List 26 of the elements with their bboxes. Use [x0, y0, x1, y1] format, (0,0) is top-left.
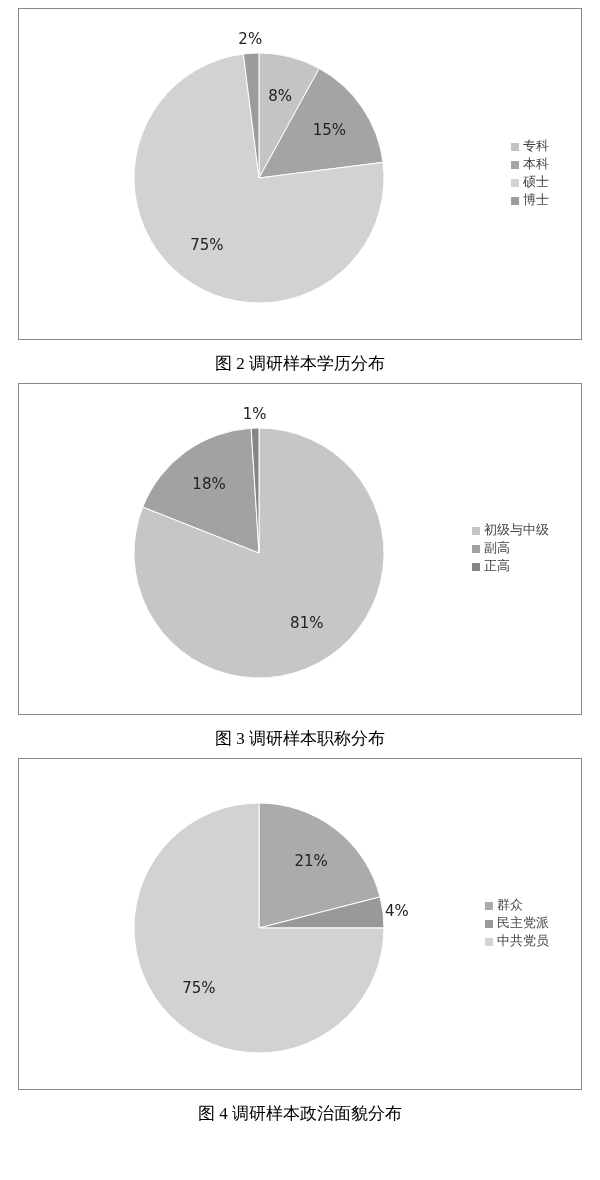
legend-label: 硕士: [523, 174, 549, 189]
legend-label: 民主党派: [497, 915, 549, 930]
legend-label: 群众: [497, 897, 523, 912]
legend-label: 副高: [484, 540, 510, 555]
legend-label: 中共党员: [497, 933, 549, 948]
data-label: 2%: [238, 30, 263, 49]
pie-slice: [133, 427, 385, 679]
data-label: 81%: [290, 614, 324, 633]
legend-label: 正高: [484, 558, 510, 573]
text: 图 2 调研样本学历分布: [214, 353, 386, 375]
text: 图 4 调研样本政治面貌分布: [197, 1103, 403, 1125]
legend-label: 博士: [523, 192, 549, 207]
pie-slice: [133, 802, 385, 1054]
pie-slice: [133, 53, 385, 304]
data-label: 75%: [182, 979, 216, 998]
data-label: 4%: [385, 901, 409, 920]
data-label: 1%: [242, 405, 267, 424]
data-label: 8%: [268, 86, 293, 105]
data-label: 75%: [190, 236, 224, 255]
legend-label: 专科: [523, 138, 549, 153]
data-label: 15%: [312, 121, 346, 140]
text: 图 3 调研样本职称分布: [214, 728, 386, 750]
data-label: 21%: [294, 851, 328, 870]
legend-label: 初级与中级: [484, 522, 549, 537]
legend-label: 本科: [523, 156, 549, 171]
data-label: 18%: [192, 475, 226, 494]
